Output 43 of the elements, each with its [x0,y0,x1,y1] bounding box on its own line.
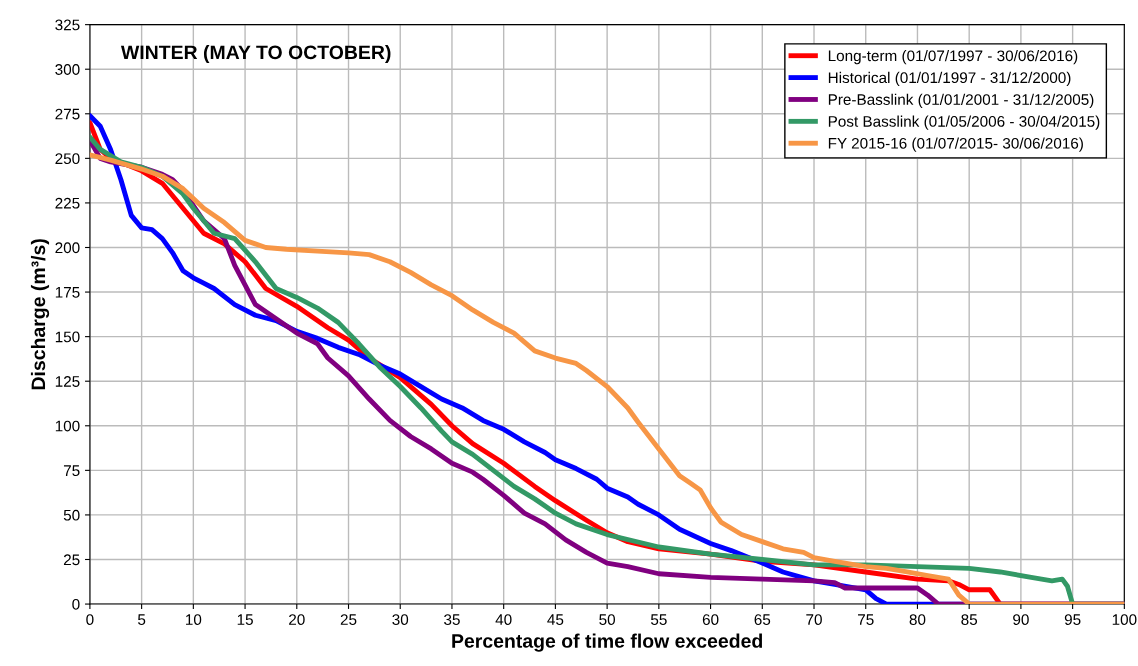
x-tick-label: 30 [392,614,409,626]
y-tick-label: 300 [55,64,80,75]
legend-label: FY 2015-16 (01/07/2015- 30/06/2016) [828,137,1083,152]
x-tick-label: 65 [754,614,771,626]
y-tick-label: 50 [63,509,80,521]
x-tick-label: 40 [495,614,512,626]
y-tick-label: 0 [72,598,80,610]
y-tick-label: 150 [55,331,80,343]
legend-label: Post Basslink (01/05/2006 - 30/04/2015) [828,115,1100,130]
x-tick-label: 85 [961,614,978,626]
y-tick-label: 325 [55,19,80,31]
x-tick-label: 90 [1013,614,1029,626]
text: WINTER (MAY TO OCTOBER) [120,44,391,64]
x-tick-label: 95 [1064,614,1081,626]
x-tick-label: 25 [340,614,357,626]
x-tick-label: 100 [1112,614,1137,626]
y-tick-label: 125 [55,376,80,387]
x-tick-label: 45 [547,614,564,626]
x-tick-label: 75 [858,614,874,626]
y-tick-label: 175 [55,287,80,298]
y-tick-label: 25 [63,554,80,566]
y-tick-label: 200 [55,242,80,254]
x-tick-label: 15 [237,614,253,626]
x-tick-label: 55 [650,614,667,626]
legend-label: Historical (01/01/1997 - 31/12/2000) [828,71,1071,87]
x-axis-title: Percentage of time flow exceeded [452,633,762,652]
x-tick-label: 0 [86,614,94,626]
y-axis-title: Discharge (m³/s) [30,239,50,390]
x-tick-label: 20 [289,614,305,626]
y-tick-label: 100 [55,420,80,432]
y-tick-label: 275 [55,108,80,120]
x-tick-label: 10 [186,614,202,626]
legend-label: Pre-Basslink (01/01/2001 - 31/12/2005) [828,93,1094,108]
y-tick-label: 250 [55,153,80,165]
legend-label: Long-term (01/07/1997 - 30/06/2016) [828,49,1078,65]
x-tick-label: 60 [702,614,719,626]
x-tick-label: 5 [137,614,146,626]
x-tick-label: 70 [806,614,822,626]
x-tick-label: 50 [599,614,616,626]
y-tick-label: 75 [63,465,80,477]
x-tick-label: 35 [444,614,460,626]
y-tick-label: 225 [55,197,80,209]
x-tick-label: 80 [909,614,926,626]
